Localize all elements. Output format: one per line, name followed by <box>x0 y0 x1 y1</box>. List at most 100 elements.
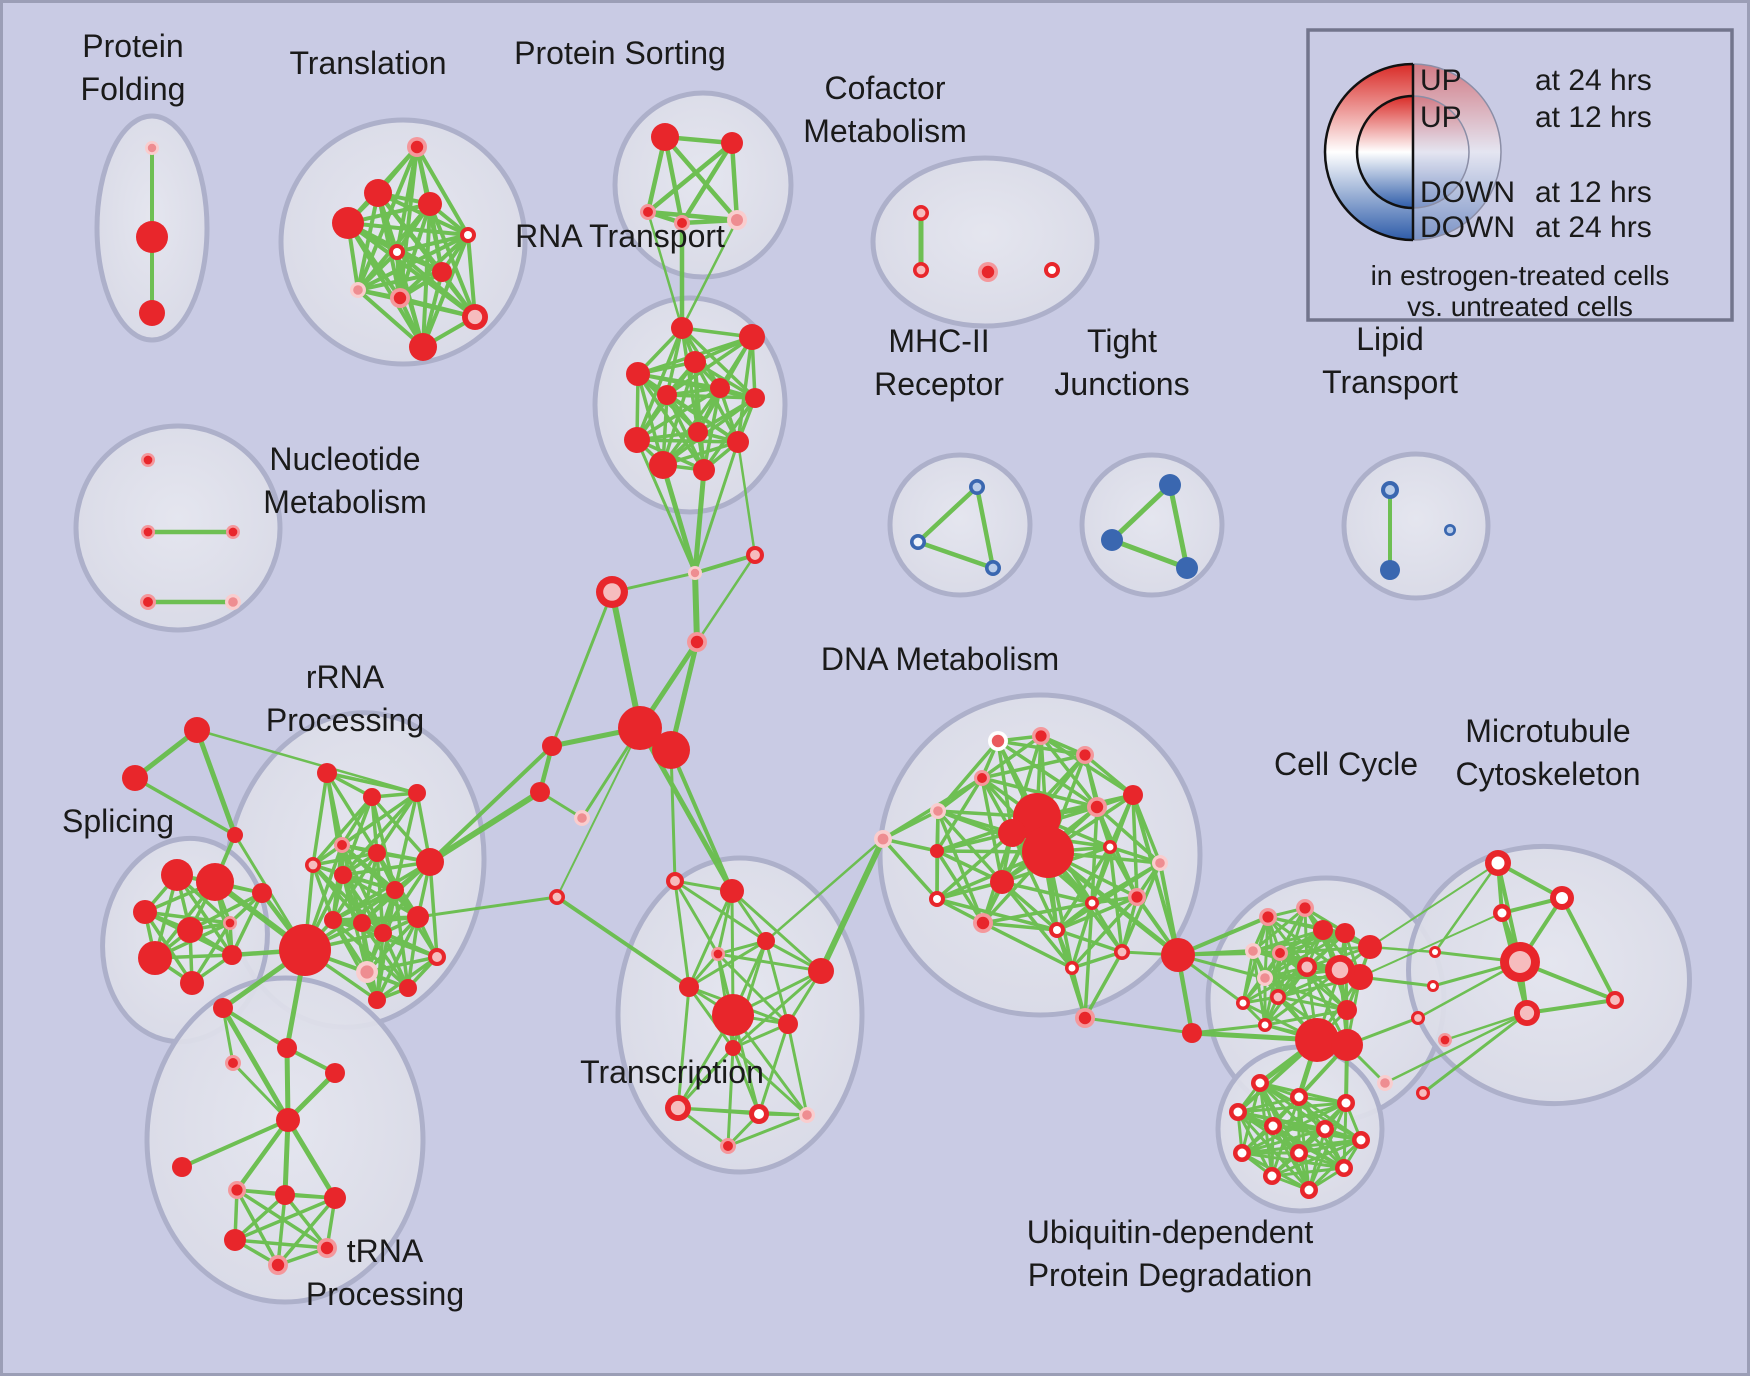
edge <box>233 1238 329 1250</box>
node-sp1 <box>161 859 193 891</box>
edge <box>695 553 757 644</box>
node-cf2 <box>913 262 929 278</box>
edge <box>673 879 691 989</box>
edge <box>346 221 470 237</box>
legend-right-arc <box>1412 95 1470 209</box>
node-u7 <box>1352 1131 1370 1149</box>
node-t8 <box>350 282 366 298</box>
node-cf1 <box>913 205 929 221</box>
edge <box>393 791 419 892</box>
edge <box>1045 849 1181 958</box>
node-sp9 <box>252 883 272 903</box>
node-dm14 <box>1152 855 1168 871</box>
edge <box>233 1193 287 1242</box>
node-tr2 <box>122 765 148 791</box>
node-tj1 <box>1159 474 1181 496</box>
edge <box>220 1005 291 1123</box>
node-tc3 <box>757 932 775 950</box>
node-sp5 <box>223 916 237 930</box>
node-u5 <box>1264 1117 1282 1135</box>
node-tn3 <box>277 1038 297 1058</box>
edge <box>981 901 1094 925</box>
cluster-dna-metabolism-label: DNA Metabolism <box>821 641 1059 677</box>
node-w1 <box>542 736 562 756</box>
legend-direction-1: UP <box>1420 101 1462 134</box>
node-u6 <box>1316 1120 1334 1138</box>
node-cc9 <box>1297 957 1317 977</box>
edge <box>935 849 985 925</box>
edge <box>731 1046 761 1116</box>
node-w4 <box>549 889 565 905</box>
node-cc17 <box>1337 1000 1357 1020</box>
edge <box>365 915 420 974</box>
node-m7 <box>1606 991 1624 1009</box>
cluster-transcription-label: Transcription <box>580 1054 764 1090</box>
node-dm12 <box>1123 785 1143 805</box>
node-rn <box>1182 1023 1202 1043</box>
legend: UP at 24 hrs UP at 12 hrs DOWN at 12 hrs DOWN a… <box>1306 28 1734 322</box>
edge <box>1083 753 1135 797</box>
node-t9 <box>390 288 410 308</box>
node-dm7 <box>930 844 944 858</box>
cluster-trna-processing-label: Processing <box>306 1276 464 1312</box>
node-cc11 <box>1257 970 1273 986</box>
node-t2 <box>364 179 392 207</box>
node-sp3 <box>133 900 157 924</box>
node-cc4 <box>1335 923 1355 943</box>
edge <box>881 837 939 901</box>
edge <box>1276 995 1349 1012</box>
cluster-cofactor-metabolism-label: Cofactor <box>825 70 946 106</box>
node-ps2 <box>721 132 743 154</box>
edge <box>1241 965 1309 1005</box>
edge <box>786 1022 809 1117</box>
edge <box>428 744 554 864</box>
edge <box>1070 895 1139 970</box>
node-nm2 <box>141 525 155 539</box>
cluster-nucleotide-metabolism-ellipse <box>73 423 283 633</box>
edge <box>915 484 980 545</box>
edge <box>676 985 691 1110</box>
node-rr1 <box>317 763 337 783</box>
node-nm4 <box>140 594 156 610</box>
node-tc9 <box>725 1040 741 1056</box>
edge <box>635 326 684 442</box>
node-rr12 <box>374 924 392 942</box>
node-sp8 <box>222 945 242 965</box>
edge <box>194 727 238 838</box>
node-dm1 <box>988 731 1008 751</box>
edge <box>1383 1011 1529 1085</box>
edge <box>818 836 886 974</box>
edge <box>221 1006 289 1050</box>
node-dm13 <box>1103 840 1117 854</box>
node-x1 <box>688 566 702 580</box>
node-rt10 <box>727 431 749 453</box>
cluster-tight-junctions-label: Tight <box>1087 323 1157 359</box>
node-sp7 <box>180 971 204 995</box>
edge <box>974 484 996 571</box>
edge <box>1433 861 1500 954</box>
node-u12 <box>1300 1181 1318 1199</box>
node-rr18 <box>368 991 386 1009</box>
edge <box>340 791 419 847</box>
edge <box>1263 1008 1349 1027</box>
node-dm6 <box>874 830 892 848</box>
node-rr3 <box>408 784 426 802</box>
cluster-cofactor-metabolism-label: Metabolism <box>803 113 967 149</box>
edge <box>1251 906 1307 953</box>
edge <box>1443 1011 1529 1042</box>
edge <box>679 140 735 226</box>
node-cc7 <box>1245 943 1261 959</box>
node-tn12 <box>268 1255 288 1275</box>
edge <box>635 386 722 442</box>
edge <box>415 145 470 237</box>
node-rt9 <box>688 422 708 442</box>
cluster-rrna-processing-label: rRNA <box>306 659 385 695</box>
cluster-rna-transport-label: RNA Transport <box>515 218 725 254</box>
node-m3 <box>1493 904 1511 922</box>
node-lt3 <box>1380 560 1400 580</box>
node-u10 <box>1335 1159 1353 1177</box>
edge <box>311 771 329 867</box>
node-tc12 <box>799 1107 815 1123</box>
node-dm16 <box>929 891 945 907</box>
edge <box>375 955 439 1002</box>
